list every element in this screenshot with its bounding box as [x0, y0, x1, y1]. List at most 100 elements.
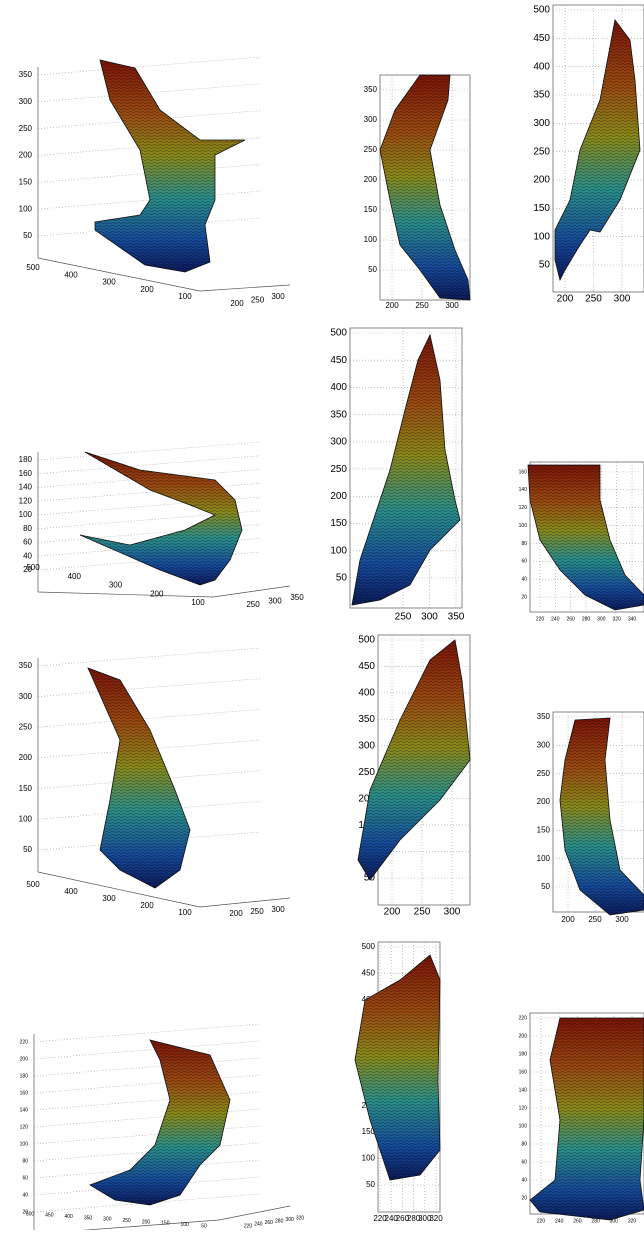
grid-line — [38, 679, 260, 697]
x-tick-label: 200 — [561, 915, 575, 924]
z-tick-label: 140 — [19, 483, 33, 492]
y-tick-label: 300 — [533, 118, 550, 129]
z-tick-label: 180 — [20, 1073, 29, 1079]
y-tick-label: 300 — [330, 437, 347, 448]
x-tick-label: 350 — [290, 593, 304, 602]
y-tick-label: 200 — [140, 901, 154, 910]
z-tick-label: 40 — [23, 551, 32, 560]
x-tick-label: 280 — [582, 616, 591, 622]
z-tick-label: 120 — [20, 1124, 29, 1130]
x-tick-label: 280 — [275, 1219, 284, 1225]
x-tick-label: 200 — [385, 301, 399, 310]
y-tick-label: 100 — [537, 854, 551, 863]
grid-line — [34, 1041, 260, 1059]
surface-mesh — [352, 335, 460, 605]
y-tick-label: 500 — [358, 635, 375, 646]
z-tick-label: 160 — [19, 469, 33, 478]
z-tick-label: 50 — [23, 845, 32, 854]
y-tick-label: 500 — [26, 880, 40, 889]
z-tick-label: 150 — [19, 177, 33, 186]
surface-mesh — [555, 20, 640, 280]
y-tick-label: 50 — [201, 1223, 207, 1229]
x-tick-label: 260 — [573, 1218, 582, 1224]
x-tick-label: 320 — [296, 1215, 305, 1221]
y-tick-label: 200 — [537, 797, 551, 806]
surface-mesh — [95, 60, 245, 272]
y-tick-label: 300 — [103, 1217, 112, 1223]
x-tick-label: 300 — [271, 292, 285, 301]
grid-line — [38, 709, 260, 727]
y-tick-label: 150 — [161, 1221, 170, 1227]
axis-line — [38, 872, 200, 907]
y-tick-label: 500 — [330, 328, 347, 339]
y-tick-label: 150 — [533, 203, 550, 214]
y-tick-label: 500 — [26, 563, 40, 572]
x-tick-label: 200 — [229, 909, 243, 918]
z-tick-label: 250 — [19, 124, 33, 133]
x-tick-label: 300 — [268, 597, 282, 606]
x-tick-label: 320 — [628, 1218, 637, 1224]
y-tick-label: 100 — [362, 1154, 376, 1163]
y-tick-label: 400 — [330, 382, 347, 393]
x-tick-label: 240 — [555, 1218, 564, 1224]
grid-line — [38, 442, 260, 460]
z-tick-label: 250 — [19, 722, 33, 731]
y-tick-label: 180 — [519, 1051, 528, 1057]
z-tick-label: 120 — [19, 496, 33, 505]
y-tick-label: 300 — [109, 581, 123, 590]
x-tick-label: 320 — [429, 1214, 443, 1223]
axis-line — [38, 592, 213, 597]
y-tick-label: 250 — [330, 464, 347, 475]
y-tick-label: 500 — [362, 942, 376, 951]
z-tick-label: 50 — [23, 231, 32, 240]
x-tick-label: 300 — [597, 616, 606, 622]
x-tick-label: 260 — [566, 616, 575, 622]
y-tick-label: 400 — [64, 1214, 73, 1220]
y-tick-label: 50 — [368, 265, 377, 274]
y-tick-label: 250 — [364, 145, 378, 154]
y-tick-label: 40 — [521, 1177, 527, 1183]
grid-line — [34, 1024, 260, 1042]
z-tick-label: 350 — [19, 661, 33, 670]
x-tick-label: 220 — [536, 616, 545, 622]
y-tick-label: 400 — [64, 270, 78, 279]
y-tick-label: 100 — [364, 235, 378, 244]
y-tick-label: 400 — [68, 572, 82, 581]
x-tick-label: 300 — [271, 905, 285, 914]
x-tick-label: 200 — [230, 299, 244, 308]
y-tick-label: 250 — [122, 1218, 131, 1224]
z-tick-label: 80 — [23, 524, 32, 533]
y-tick-label: 40 — [521, 576, 527, 582]
y-tick-label: 300 — [102, 278, 116, 287]
x-tick-label: 200 — [384, 907, 401, 918]
grid-line — [34, 1126, 260, 1144]
y-tick-label: 450 — [362, 969, 376, 978]
x-tick-label: 250 — [250, 907, 264, 916]
z-tick-label: 160 — [20, 1090, 29, 1096]
surface-mesh — [528, 465, 644, 610]
x-tick-label: 340 — [628, 616, 637, 622]
y-tick-label: 50 — [541, 882, 550, 891]
z-tick-label: 40 — [22, 1192, 28, 1198]
y-tick-label: 500 — [533, 5, 550, 16]
y-tick-label: 120 — [519, 505, 528, 511]
surface-mesh — [355, 955, 440, 1180]
y-tick-label: 140 — [519, 487, 528, 493]
z-tick-label: 180 — [19, 455, 33, 464]
grid-line — [38, 648, 260, 666]
z-tick-label: 300 — [19, 692, 33, 701]
y-tick-label: 200 — [140, 285, 154, 294]
x-tick-label: 300 — [445, 301, 459, 310]
y-tick-label: 100 — [533, 231, 550, 242]
y-tick-label: 450 — [45, 1213, 54, 1219]
z-tick-label: 200 — [19, 753, 33, 762]
y-tick-label: 350 — [358, 714, 375, 725]
z-tick-label: 100 — [20, 1141, 29, 1147]
y-tick-label: 80 — [521, 541, 527, 547]
x-tick-label: 240 — [254, 1222, 263, 1228]
y-tick-label: 100 — [330, 545, 347, 556]
y-tick-label: 100 — [191, 598, 205, 607]
y-tick-label: 200 — [142, 1219, 151, 1225]
y-tick-label: 200 — [533, 175, 550, 186]
z-tick-label: 60 — [22, 1175, 28, 1181]
